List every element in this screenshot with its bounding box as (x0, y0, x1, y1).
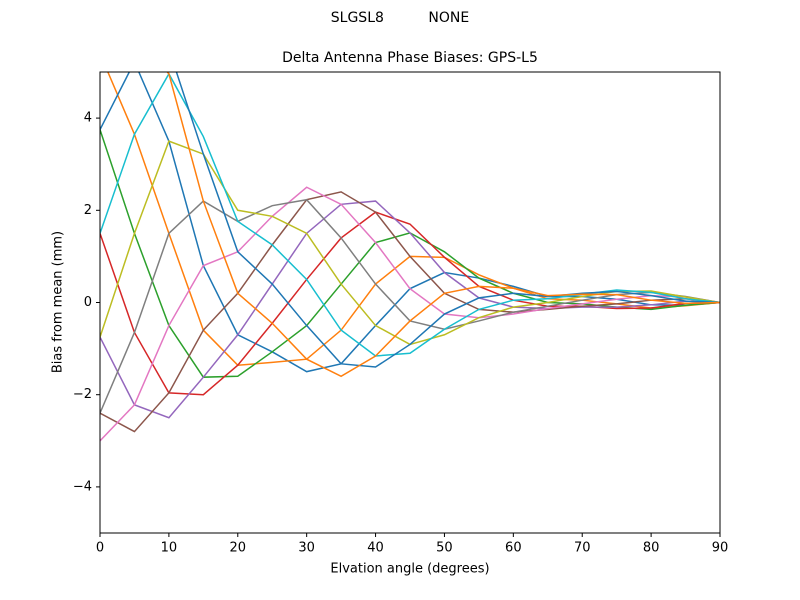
data-line (138, 72, 720, 373)
plot-lines (100, 72, 720, 442)
data-line (100, 140, 720, 346)
data-line (100, 191, 720, 433)
suptitle: SLGSL8 NONE (331, 10, 469, 26)
x-tick-label: 20 (230, 541, 247, 556)
x-tick-label: 80 (643, 541, 660, 556)
data-line (100, 129, 720, 378)
y-tick-label: −2 (73, 387, 92, 402)
x-tick-label: 30 (298, 541, 315, 556)
data-line (166, 72, 720, 378)
data-line (100, 72, 720, 357)
x-tick-label: 10 (161, 541, 178, 556)
y-tick-label: 2 (84, 203, 92, 218)
y-tick-label: 0 (84, 295, 92, 310)
x-tick-label: 50 (436, 541, 453, 556)
x-tick-label: 40 (367, 541, 384, 556)
x-tick-label: 0 (96, 541, 104, 556)
x-tick-label: 70 (574, 541, 591, 556)
data-line (100, 200, 720, 419)
data-line (100, 211, 720, 396)
y-axis-label: Bias from mean (mm) (51, 231, 66, 373)
data-line (107, 72, 720, 366)
data-line (100, 186, 720, 442)
y-tick-label: 4 (84, 111, 92, 126)
x-axis-label: Elvation angle (degrees) (330, 562, 489, 577)
x-tick-label: 60 (505, 541, 522, 556)
y-tick-label: −4 (73, 479, 92, 494)
chart-title: Delta Antenna Phase Biases: GPS-L5 (282, 50, 538, 66)
data-line (100, 72, 720, 368)
x-tick-label: 90 (712, 541, 729, 556)
